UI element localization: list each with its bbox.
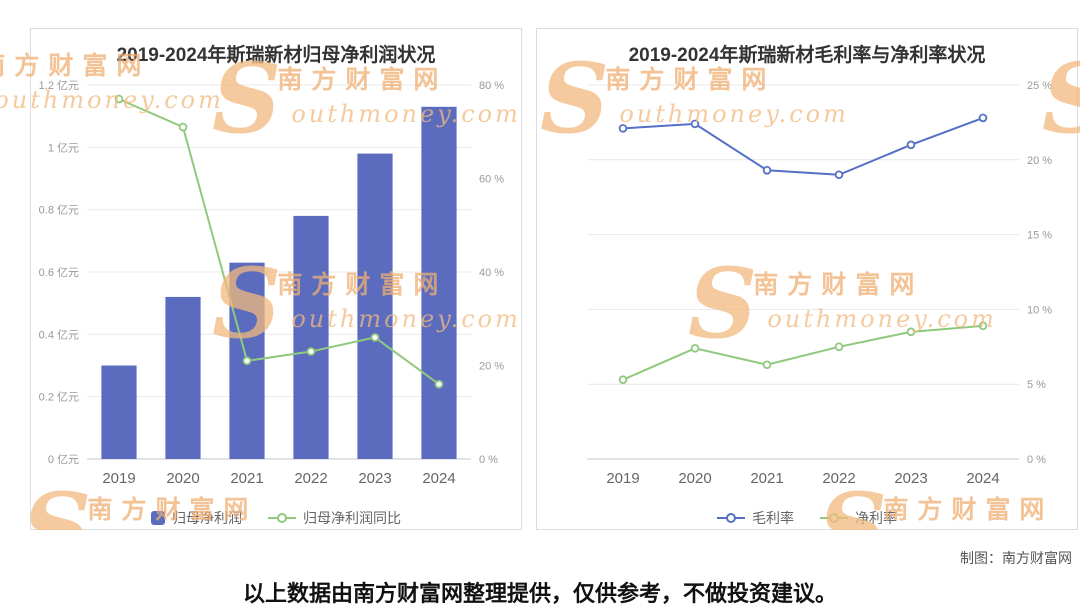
margin-chart-title: 2019-2024年斯瑞新材毛利率与净利率状况: [628, 45, 986, 66]
svg-text:0.8 亿元: 0.8 亿元: [39, 204, 79, 217]
legend-label-yoy: 归母净利润同比: [303, 510, 401, 526]
svg-text:2022: 2022: [294, 470, 327, 487]
svg-text:1.2 亿元: 1.2 亿元: [39, 79, 79, 92]
margin-panel: 2019-2024年斯瑞新材毛利率与净利率状况 0 % 5 % 10 % 15 % 20…: [536, 28, 1078, 530]
legend-item-net-profit: 归母净利润: [151, 508, 242, 528]
svg-text:40 %: 40 %: [479, 267, 504, 279]
svg-text:20 %: 20 %: [1027, 155, 1052, 167]
svg-text:0.4 亿元: 0.4 亿元: [39, 328, 79, 341]
svg-text:2024: 2024: [966, 470, 999, 487]
legend-label-net-margin: 净利率: [855, 510, 897, 526]
svg-text:1 亿元: 1 亿元: [48, 141, 79, 154]
svg-text:15 %: 15 %: [1027, 230, 1052, 242]
margin-chart: 0 % 5 % 10 % 15 % 20 % 25 % 2019 2020 2021 2022 20…: [537, 73, 1077, 498]
net-profit-chart: 0 亿元 0.2 亿元 0.4 亿元 0.6 亿元 0.8 亿元 1 亿元 1.2 亿元 0 …: [31, 73, 521, 498]
svg-text:0 %: 0 %: [1027, 454, 1046, 466]
chart-credit: 制图：南方财富网: [960, 550, 1072, 566]
gross-margin-line-swatch-icon: [717, 512, 745, 524]
svg-text:10 %: 10 %: [1027, 304, 1052, 316]
svg-text:2024: 2024: [422, 470, 455, 487]
net-profit-panel: 2019-2024年斯瑞新材归母净利润状况 0 亿元 0.2 亿元 0.4 亿元 0.…: [30, 28, 522, 530]
net-profit-chart-title: 2019-2024年斯瑞新材归母净利润状况: [116, 45, 436, 66]
svg-text:25 %: 25 %: [1027, 80, 1052, 92]
svg-text:5 %: 5 %: [1027, 379, 1046, 391]
disclaimer-text: 以上数据由南方财富网整理提供，仅供参考，不做投资建议。: [242, 581, 837, 606]
legend-item-net-margin: 净利率: [820, 508, 897, 528]
svg-text:2021: 2021: [750, 470, 783, 487]
svg-text:2019: 2019: [102, 470, 135, 487]
svg-text:2022: 2022: [822, 470, 855, 487]
legend-item-gross-margin: 毛利率: [717, 508, 794, 528]
svg-text:20 %: 20 %: [479, 361, 504, 373]
net-margin-line-swatch-icon: [820, 512, 848, 524]
svg-text:2021: 2021: [230, 470, 263, 487]
svg-text:2023: 2023: [894, 470, 927, 487]
svg-text:0.2 亿元: 0.2 亿元: [39, 391, 79, 404]
svg-text:0 %: 0 %: [479, 454, 498, 466]
margin-legend: 毛利率 净利率: [537, 508, 1077, 528]
net-profit-bar-swatch-icon: [151, 511, 165, 525]
svg-text:2019: 2019: [606, 470, 639, 487]
svg-text:80 %: 80 %: [479, 80, 504, 92]
yoy-line-swatch-icon: [268, 512, 296, 524]
legend-item-yoy: 归母净利润同比: [268, 508, 401, 528]
svg-text:2020: 2020: [166, 470, 199, 487]
svg-text:0.6 亿元: 0.6 亿元: [39, 266, 79, 279]
legend-label-net-profit: 归母净利润: [172, 510, 242, 526]
svg-text:0 亿元: 0 亿元: [48, 453, 79, 466]
svg-text:60 %: 60 %: [479, 174, 504, 186]
svg-text:2023: 2023: [358, 470, 391, 487]
legend-label-gross-margin: 毛利率: [752, 510, 794, 526]
net-profit-legend: 归母净利润 归母净利润同比: [31, 508, 521, 528]
svg-text:2020: 2020: [678, 470, 711, 487]
